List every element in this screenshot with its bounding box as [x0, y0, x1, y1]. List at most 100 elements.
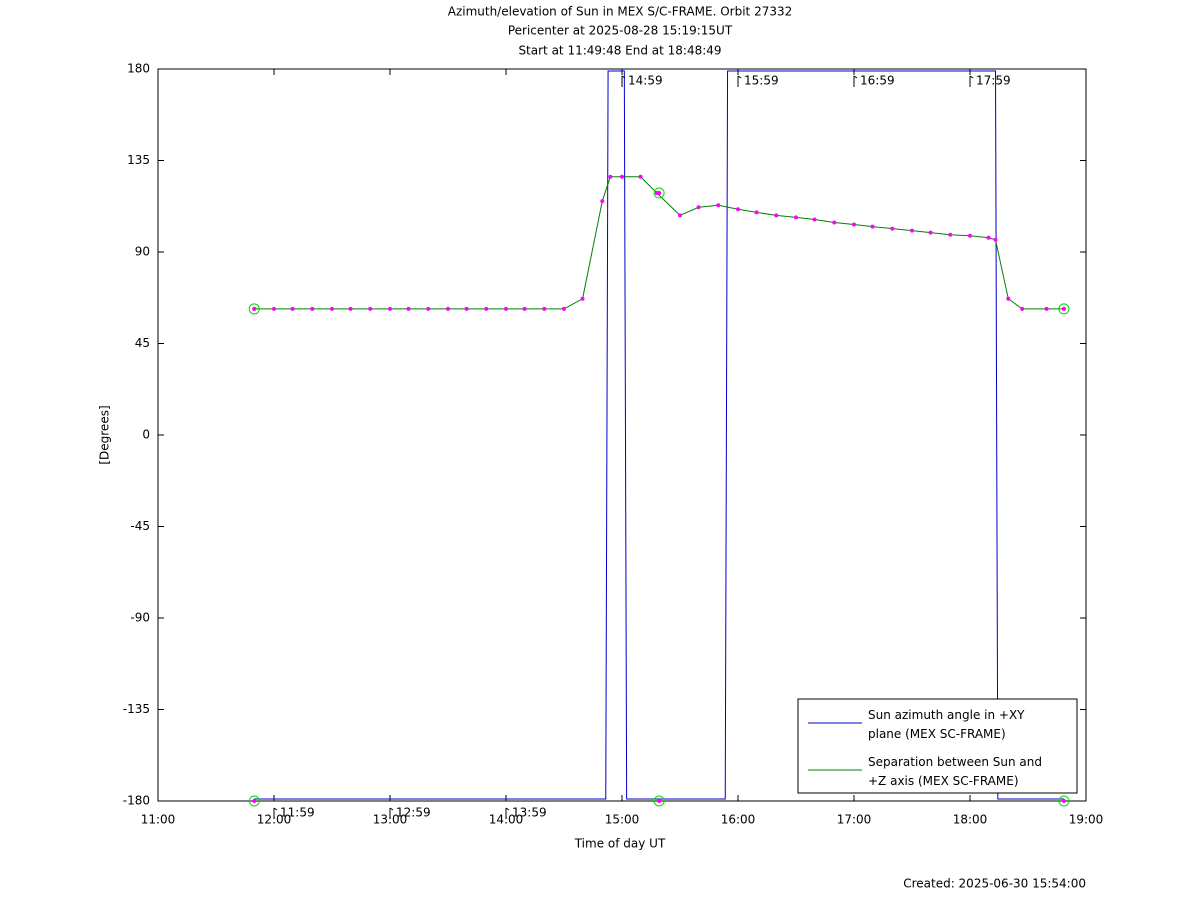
series-marker [1044, 306, 1049, 311]
series-marker [948, 232, 953, 237]
series-marker [1020, 306, 1025, 311]
legend-label: Separation between Sun and +Z axis (MEX S… [868, 755, 1042, 788]
series-marker [638, 174, 643, 179]
annotation-label: 11:59 [280, 806, 315, 820]
series-marker [832, 220, 837, 225]
legend-label-line: Separation between Sun and [868, 755, 1042, 769]
series-marker [754, 210, 759, 215]
series-marker [890, 226, 895, 231]
pericenter-dot [252, 799, 257, 803]
pericenter-dot [252, 306, 257, 311]
series-marker [562, 306, 566, 311]
series-marker [580, 296, 585, 301]
annotation-pointer [505, 807, 510, 811]
chart-title: Azimuth/elevation of Sun in MEX S/C-FRAM… [448, 5, 793, 19]
pericenter-dot [657, 191, 662, 196]
legend-box [797, 698, 1078, 794]
series-marker [736, 207, 740, 212]
x-tick-label: 14:00 [489, 813, 524, 827]
series-marker [522, 306, 527, 311]
legend-label-line: Sun azimuth angle in +XY [868, 708, 1025, 722]
x-tick-label: 16:00 [721, 813, 756, 827]
annotation-pointer [621, 75, 626, 79]
series-marker [928, 230, 933, 235]
x-tick-label: 18:00 [953, 813, 988, 827]
series-marker [348, 306, 353, 311]
pericenter-marker [1058, 303, 1070, 315]
chart-subtitle: Pericenter at 2025-08-28 15:19:15UT [508, 24, 733, 38]
annotation-pointer [273, 807, 278, 811]
series-marker [600, 199, 605, 204]
x-tick-label: 19:00 [1069, 813, 1104, 827]
x-tick-label: 11:00 [141, 813, 176, 827]
x-tick-label: 17:00 [837, 813, 872, 827]
legend-label-line: plane (MEX SC-FRAME) [868, 727, 1006, 741]
series-marker [388, 306, 392, 311]
y-tick-label: -45 [130, 519, 150, 533]
series-marker [812, 217, 817, 222]
series-marker [542, 306, 547, 311]
x-tick-label: 15:00 [605, 813, 640, 827]
y-axis-label: [Degrees] [98, 405, 112, 464]
y-tick-label: 90 [135, 245, 150, 259]
annotation-label: 17:59 [976, 74, 1011, 88]
series-marker [310, 306, 315, 311]
series-marker [774, 213, 779, 218]
footer: Created: 2025-06-30 15:54:00 [903, 877, 1086, 891]
y-tick-label: -90 [130, 611, 150, 625]
y-tick-label: -135 [123, 702, 150, 716]
series-marker [794, 215, 798, 220]
series-marker [870, 224, 875, 229]
series-marker [968, 233, 972, 238]
annotation-label: 16:59 [860, 74, 895, 88]
y-tick-label: 45 [135, 336, 150, 350]
series-marker [406, 306, 411, 311]
series-marker [620, 174, 624, 179]
annotation-label: 15:59 [744, 74, 779, 88]
series-marker [910, 228, 914, 233]
legend-label-line: +Z axis (MEX SC-FRAME) [868, 774, 1019, 788]
series-marker [272, 306, 276, 311]
series-marker [464, 306, 469, 311]
series-marker [426, 306, 431, 311]
y-tick-label: 180 [127, 62, 150, 76]
series-marker [484, 306, 489, 311]
annotation-label: 13:59 [512, 806, 547, 820]
series-marker [696, 205, 701, 210]
series-marker [678, 213, 682, 218]
annotation-label: 12:59 [396, 806, 431, 820]
y-tick-label: 135 [127, 153, 150, 167]
series-marker [368, 306, 373, 311]
x-axis-label: Time of day UT [574, 837, 666, 851]
series-marker [993, 237, 998, 242]
series-marker [330, 306, 334, 311]
series-marker [716, 203, 721, 208]
series-marker [504, 306, 508, 311]
series-line [254, 70, 1064, 800]
annotation-label: 14:59 [628, 74, 663, 88]
series-marker [986, 235, 991, 240]
annotation-pointer [853, 75, 858, 79]
pericenter-dot [657, 799, 662, 803]
series-marker [446, 306, 450, 311]
legend-label: Sun azimuth angle in +XY plane (MEX SC-FR… [868, 708, 1025, 741]
pericenter-marker [248, 795, 260, 807]
series-marker [1006, 296, 1011, 301]
y-tick-label: 0 [142, 428, 150, 442]
series-marker [852, 222, 856, 227]
pericenter-marker [248, 303, 260, 315]
series-marker [290, 306, 295, 311]
y-tick-label: -180 [123, 794, 150, 808]
annotation-pointer [969, 75, 974, 79]
x-tick-label: 12:00 [257, 813, 292, 827]
x-tick-label: 13:00 [373, 813, 408, 827]
pericenter-marker [653, 795, 665, 807]
annotation-pointer [737, 75, 742, 79]
chart-subtitle: Start at 11:49:48 End at 18:48:49 [518, 44, 721, 58]
series-marker [608, 174, 613, 179]
pericenter-dot [1061, 306, 1066, 311]
annotation-pointer [389, 807, 394, 811]
pericenter-marker [653, 187, 665, 199]
pericenter-marker [1058, 795, 1070, 807]
